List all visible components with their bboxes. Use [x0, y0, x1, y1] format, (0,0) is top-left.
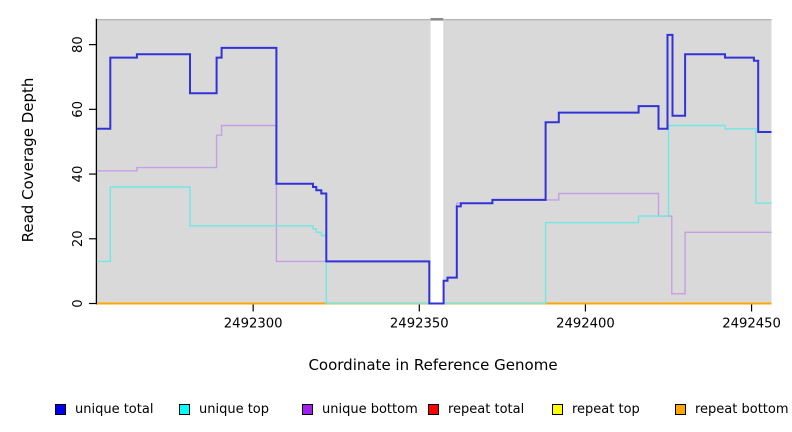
y-tick-label: 20	[71, 230, 86, 247]
legend-item-unique-bottom: unique bottom	[302, 402, 418, 417]
legend-label-repeat-bottom: repeat bottom	[695, 402, 789, 417]
legend-label-unique-top: unique top	[199, 402, 270, 417]
legend-swatch-unique-bottom	[302, 404, 313, 415]
legend-swatch-repeat-bottom	[675, 404, 686, 415]
legend-item-repeat-bottom: repeat bottom	[675, 402, 789, 417]
x-tick-label: 2492300	[224, 317, 283, 332]
x-tick-label: 2492350	[390, 317, 449, 332]
legend-swatch-repeat-total	[428, 404, 439, 415]
legend-swatch-unique-top	[179, 404, 190, 415]
series-unique-top	[97, 124, 772, 305]
y-tick-label: 60	[71, 101, 86, 118]
legend-swatch-repeat-top	[552, 404, 563, 415]
x-tick-label: 2492400	[556, 317, 615, 332]
legend-swatch-unique-total	[55, 404, 66, 415]
legend-label-unique-total: unique total	[75, 402, 154, 417]
y-axis-label: Read Coverage Depth	[19, 77, 37, 243]
x-axis-label: Coordinate in Reference Genome	[308, 356, 558, 374]
legend-item-repeat-total: repeat total	[428, 402, 524, 417]
legend-label-unique-bottom: unique bottom	[322, 402, 418, 417]
y-tick-label: 40	[71, 166, 86, 183]
legend-item-unique-total: unique total	[55, 402, 153, 417]
y-tick-label: 0	[71, 299, 86, 307]
series-unique-total	[97, 33, 772, 305]
legend-label-repeat-top: repeat top	[572, 402, 640, 417]
legend-label-repeat-total: repeat total	[448, 402, 525, 417]
legend-item-repeat-top: repeat top	[552, 402, 640, 417]
y-tick-label: 80	[71, 36, 86, 53]
x-tick-label: 2492450	[722, 317, 781, 332]
legend-item-unique-top: unique top	[179, 402, 269, 417]
no-data-gap	[430, 18, 444, 303]
